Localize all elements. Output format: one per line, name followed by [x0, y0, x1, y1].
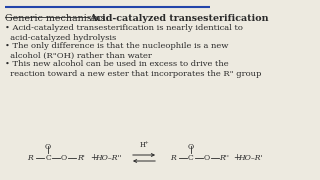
Text: +: + — [234, 154, 240, 163]
Text: O: O — [61, 154, 67, 162]
Text: O: O — [204, 154, 210, 162]
Text: • The only difference is that the nucleophile is a new
  alcohol (R"OH) rather t: • The only difference is that the nucleo… — [5, 42, 228, 60]
Text: R': R' — [77, 154, 85, 162]
Text: Generic mechanisms:: Generic mechanisms: — [5, 14, 112, 23]
Text: C: C — [45, 154, 51, 162]
Text: • Acid-catalyzed transesterification is nearly identical to
  acid-catalyzed hyd: • Acid-catalyzed transesterification is … — [5, 24, 243, 42]
Text: R: R — [27, 154, 33, 162]
Text: HO–R'': HO–R'' — [95, 154, 121, 162]
Text: O: O — [188, 143, 194, 151]
Text: H⁺: H⁺ — [139, 141, 149, 149]
Text: • This new alcohol can be used in excess to drive the
  reaction toward a new es: • This new alcohol can be used in excess… — [5, 60, 261, 78]
Text: HO–R': HO–R' — [238, 154, 262, 162]
Text: C: C — [188, 154, 194, 162]
Text: R: R — [170, 154, 176, 162]
Text: +: + — [91, 154, 97, 163]
Text: R'': R'' — [219, 154, 229, 162]
Text: Acid-catalyzed transesterification: Acid-catalyzed transesterification — [89, 14, 268, 23]
Text: O: O — [45, 143, 51, 151]
